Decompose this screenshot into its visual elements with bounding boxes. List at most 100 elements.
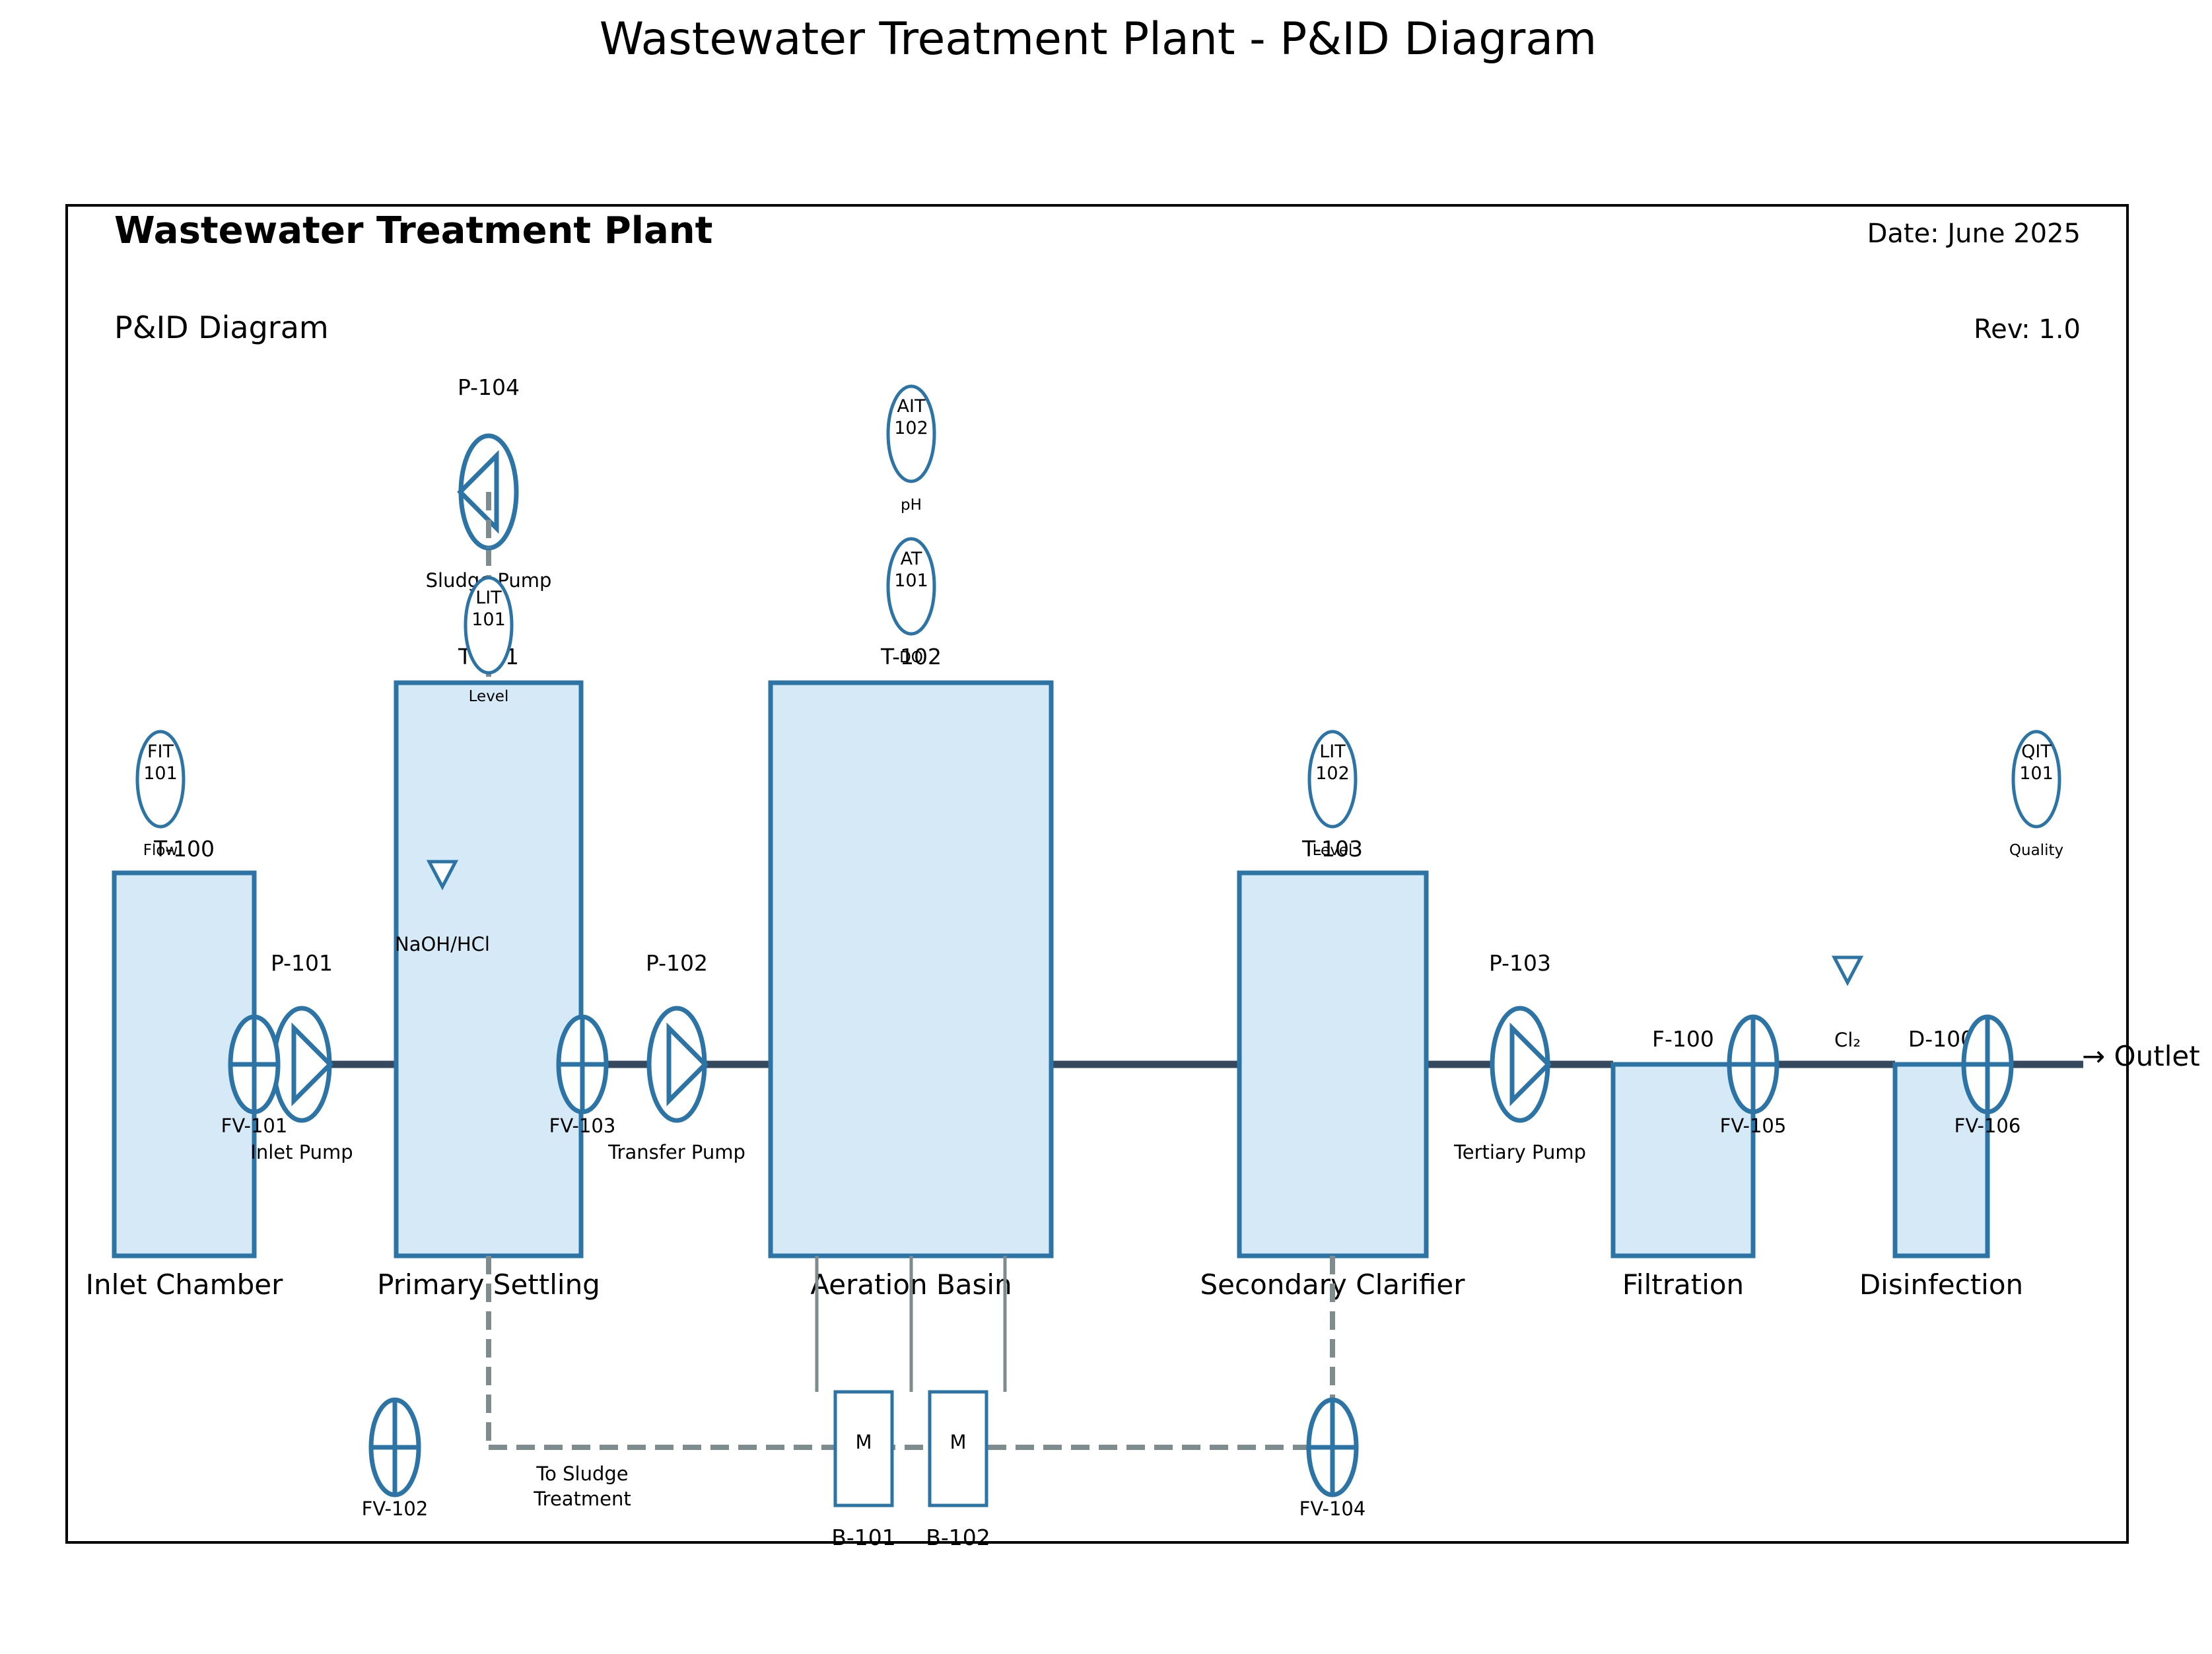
valve-fv102-tag: FV-102 bbox=[362, 1498, 429, 1520]
instrument-lit102-bubble bbox=[1307, 730, 1358, 829]
instrument-at101-function: DO bbox=[899, 649, 923, 666]
tank-t103[interactable]: T-103 Secondary Clarifier bbox=[1200, 836, 1465, 1301]
pump-p102-casing bbox=[646, 1006, 707, 1123]
pump-p101-casing bbox=[271, 1006, 332, 1123]
tank-t102-body bbox=[768, 680, 1054, 1258]
blower-b101-body bbox=[833, 1390, 894, 1507]
pump-p101-tag: P-101 bbox=[271, 950, 333, 976]
chemical-dosing-ph[interactable]: NaOH/HCl bbox=[395, 860, 490, 955]
valve-fv104[interactable]: FV-104 bbox=[1299, 1397, 1366, 1520]
valve-fv106-tag: FV-106 bbox=[1954, 1115, 2021, 1137]
valve-fv102[interactable]: FV-102 bbox=[362, 1397, 429, 1520]
pump-p103[interactable]: P-103 Tertiary Pump bbox=[1453, 950, 1586, 1163]
chemical-dosing-chlorine[interactable]: Cl₂ bbox=[1831, 955, 1864, 1051]
filter-f100-body bbox=[1610, 1062, 1756, 1258]
instrument-fit101-number: 101 bbox=[143, 763, 178, 784]
filter-f100-name: Filtration bbox=[1622, 1268, 1744, 1301]
instrument-lit102-code: LIT bbox=[1319, 741, 1346, 762]
instrument-lit102[interactable]: LIT 102 Level bbox=[1307, 730, 1358, 859]
valve-fv103[interactable]: FV-103 bbox=[549, 1014, 616, 1137]
instrument-qit101-code: QIT bbox=[2021, 741, 2052, 762]
pump-p104-arrow-icon bbox=[457, 450, 499, 534]
disinfection-d100-name: Disinfection bbox=[1859, 1268, 2023, 1301]
outlet-label: → Outlet bbox=[2082, 1040, 2200, 1072]
instrument-lit101-code: LIT bbox=[475, 588, 502, 608]
instrument-ait102[interactable]: AIT 102 pH bbox=[886, 384, 936, 514]
tank-t101-body bbox=[394, 680, 584, 1258]
header-plant-name: Wastewater Treatment Plant bbox=[114, 209, 712, 252]
pump-p103-casing bbox=[1490, 1006, 1550, 1123]
pump-p101-arrow-icon bbox=[291, 1022, 333, 1107]
dosing-chlorine-chemical: Cl₂ bbox=[1834, 1029, 1861, 1051]
tank-t103-body bbox=[1237, 870, 1429, 1258]
instrument-lit101-function: Level bbox=[469, 688, 509, 705]
instrument-at101-bubble bbox=[886, 537, 936, 636]
instrument-qit101[interactable]: QIT 101 Quality bbox=[2009, 730, 2063, 859]
instrument-qit101-bubble bbox=[2011, 730, 2061, 829]
valve-fv101[interactable]: FV-101 bbox=[221, 1014, 288, 1137]
air-lines bbox=[815, 1256, 1007, 1392]
blower-b101-motor-symbol: M bbox=[855, 1431, 872, 1453]
drawing-frame bbox=[65, 204, 2129, 1544]
instrument-fit101-code: FIT bbox=[147, 741, 174, 762]
instrument-ait102-function: pH bbox=[901, 497, 922, 514]
instrument-lit102-number: 102 bbox=[1315, 763, 1350, 784]
tank-t100-name: Inlet Chamber bbox=[86, 1268, 283, 1301]
tank-t103-tag: T-103 bbox=[1301, 836, 1363, 862]
instrument-qit101-number: 101 bbox=[2019, 763, 2054, 784]
pump-p102-tag: P-102 bbox=[646, 950, 708, 976]
pump-p103-arrow-icon bbox=[1509, 1022, 1552, 1107]
pump-p102-name: Transfer Pump bbox=[607, 1141, 745, 1163]
pump-p104[interactable]: P-104 Sludge Pump bbox=[426, 374, 552, 592]
blower-b102[interactable]: M B-102 bbox=[926, 1390, 990, 1550]
pump-p104-tag: P-104 bbox=[458, 374, 520, 400]
disinfection-d100-body bbox=[1892, 1062, 1990, 1258]
disinfection-d100[interactable]: D-100 Disinfection bbox=[1859, 1026, 2023, 1301]
tank-t100-tag: T-100 bbox=[153, 836, 215, 862]
instrument-lit101-bubble bbox=[464, 576, 514, 675]
valve-fv101-tag: FV-101 bbox=[221, 1115, 288, 1137]
valve-fv105-tag: FV-105 bbox=[1720, 1115, 1787, 1137]
valve-fv104-tag: FV-104 bbox=[1299, 1498, 1366, 1520]
valve-fv106[interactable]: FV-106 bbox=[1954, 1014, 2021, 1137]
pump-p102-arrow-icon bbox=[666, 1022, 709, 1107]
instrument-fit101[interactable]: FIT 101 Flow bbox=[135, 730, 186, 859]
instrument-lit102-function: Level bbox=[1313, 842, 1353, 859]
header-date: Date: June 2025 bbox=[1867, 219, 2081, 249]
instrument-lit101-number: 101 bbox=[471, 609, 506, 630]
instrument-fit101-function: Flow bbox=[143, 842, 178, 859]
pump-p101[interactable]: P-101 Inlet Pump bbox=[250, 950, 353, 1163]
instrument-fit101-bubble bbox=[135, 730, 186, 829]
blower-b101[interactable]: M B-101 bbox=[831, 1390, 896, 1550]
sludge-destination-line2: Treatment bbox=[533, 1488, 631, 1510]
sludge-destination-line1: To Sludge bbox=[536, 1463, 628, 1485]
instrument-qit101-function: Quality bbox=[2009, 842, 2063, 859]
instrument-lit101[interactable]: LIT 101 Level bbox=[464, 576, 514, 705]
blower-b101-tag: B-101 bbox=[831, 1525, 896, 1550]
tank-t102[interactable]: T-102 Aeration Basin bbox=[768, 644, 1054, 1301]
diagram-title: Wastewater Treatment Plant - P&ID Diagra… bbox=[600, 13, 1597, 65]
instrument-at101[interactable]: AT 101 DO bbox=[886, 537, 936, 666]
tank-t101[interactable]: T-101 Primary Settling bbox=[377, 644, 600, 1301]
pump-p103-name: Tertiary Pump bbox=[1453, 1141, 1586, 1163]
header-revision: Rev: 1.0 bbox=[1974, 314, 2081, 345]
valve-fv103-tag: FV-103 bbox=[549, 1115, 616, 1137]
tank-t102-tag: T-102 bbox=[880, 644, 942, 670]
blower-b102-motor-symbol: M bbox=[950, 1431, 966, 1453]
blower-b102-body bbox=[928, 1390, 988, 1507]
instrument-at101-code: AT bbox=[901, 549, 922, 569]
instrument-ait102-number: 102 bbox=[894, 418, 928, 438]
valve-fv105[interactable]: FV-105 bbox=[1720, 1014, 1787, 1137]
dosing-ph-chemical: NaOH/HCl bbox=[395, 933, 490, 955]
instrument-ait102-bubble bbox=[886, 384, 936, 483]
pump-p101-name: Inlet Pump bbox=[250, 1141, 353, 1163]
instrument-at101-number: 101 bbox=[894, 570, 928, 591]
tank-t100[interactable]: T-100 Inlet Chamber bbox=[86, 836, 283, 1301]
pump-p103-tag: P-103 bbox=[1489, 950, 1551, 976]
instrument-ait102-code: AIT bbox=[897, 396, 926, 417]
pump-p102[interactable]: P-102 Transfer Pump bbox=[607, 950, 745, 1163]
chlorine-triangle-icon bbox=[1831, 955, 1864, 986]
filter-f100[interactable]: F-100 Filtration bbox=[1610, 1026, 1756, 1301]
blower-b102-tag: B-102 bbox=[926, 1525, 990, 1550]
header-subtitle: P&ID Diagram bbox=[114, 310, 329, 345]
